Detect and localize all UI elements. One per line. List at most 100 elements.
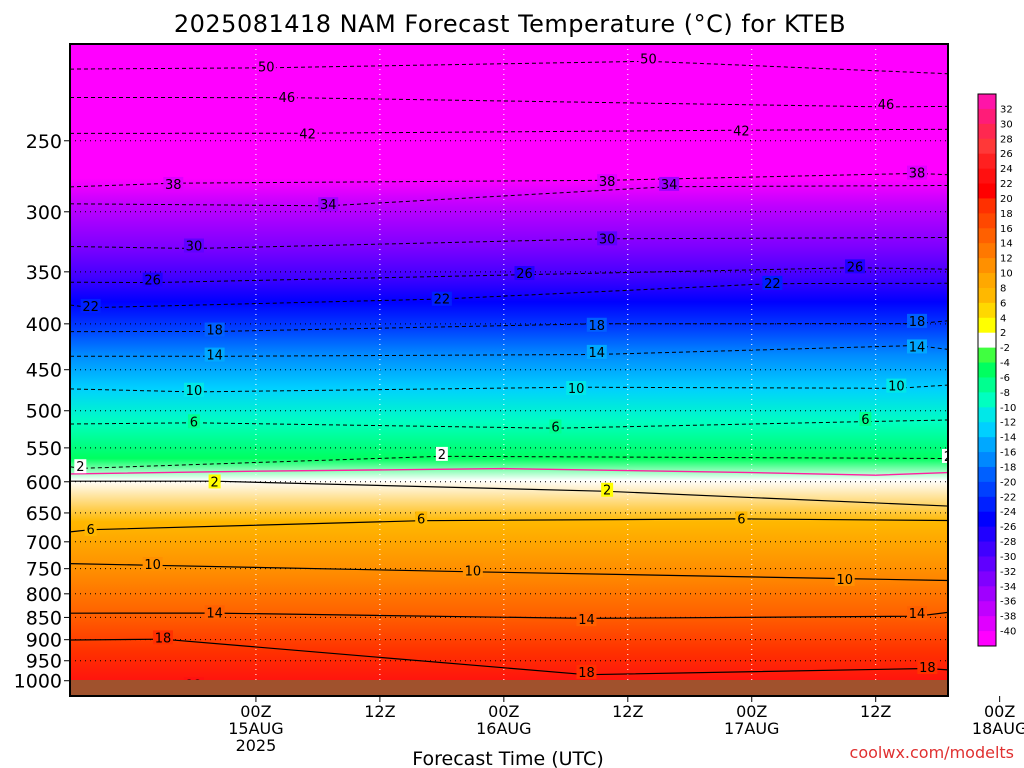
- contour-label: 30: [186, 240, 203, 255]
- credit-text: coolwx.com/modelts: [850, 743, 1014, 762]
- contour-label-bg: [834, 571, 855, 586]
- colorbar-tick-label: -28: [1000, 537, 1016, 548]
- contour-label: 26: [144, 274, 161, 289]
- colorbar-tick-label: -38: [1000, 612, 1016, 623]
- y-tick-label: 400: [26, 314, 62, 336]
- contour-label: 14: [206, 349, 223, 364]
- isotherm-line: [70, 97, 948, 108]
- colorbar-frame: [977, 93, 997, 647]
- x-tick-label: 00Z: [736, 702, 767, 721]
- colorbar-swatch: [978, 392, 996, 408]
- colorbar-swatch: [978, 481, 996, 498]
- contour-label-bg: [659, 176, 680, 191]
- contour-label-bg: [187, 414, 200, 429]
- contour-label-bg: [907, 339, 928, 354]
- contour-label: 2: [438, 448, 446, 463]
- colorbar-tick-label: 18: [1000, 209, 1013, 220]
- freezing-line: [70, 467, 948, 476]
- colorbar-swatch: [978, 422, 996, 438]
- x-tick-label: 18AUG: [972, 719, 1024, 738]
- contour-label-bg: [74, 459, 87, 474]
- colorbar-swatch: [978, 198, 996, 214]
- contour-label: 6: [417, 512, 425, 527]
- contour-label: 14: [589, 346, 606, 361]
- x-tick-label: 16AUG: [476, 719, 531, 738]
- x-tick-label: 12Z: [364, 702, 395, 721]
- contour-label: 42: [299, 127, 316, 142]
- colorbar-tick-label: -26: [1000, 522, 1016, 533]
- contour-label-bg: [204, 322, 225, 337]
- colorbar-swatch: [978, 273, 996, 289]
- contour-label: 18: [589, 319, 606, 334]
- contour-label-bg: [80, 298, 101, 313]
- colorbar-tick-label: 22: [1000, 179, 1013, 190]
- y-tick-label: 550: [26, 438, 62, 460]
- contour-label: 46: [878, 98, 895, 113]
- contour-label-bg: [163, 176, 184, 191]
- contour-label: 14: [909, 340, 926, 355]
- colorbar-swatch: [978, 526, 996, 543]
- colorbar-swatch: [978, 183, 996, 199]
- contour-label: 30: [599, 232, 616, 247]
- contour-label-bg: [183, 382, 204, 397]
- colorbar-swatch: [978, 377, 996, 393]
- contour-label-bg: [431, 291, 452, 306]
- contour-label: 18: [909, 315, 926, 330]
- colorbar-tick-label: 10: [1000, 269, 1013, 280]
- contour-label-bg: [907, 165, 928, 180]
- colorbar-tick-label: 14: [1000, 239, 1013, 250]
- x-tick-label: 00Z: [984, 702, 1015, 721]
- y-tick-label: 800: [26, 584, 62, 606]
- contour-label-bg: [942, 448, 948, 463]
- contour-label-bg: [462, 563, 483, 578]
- colorbar-swatch: [978, 452, 996, 468]
- colorbar-tick-label: -12: [1000, 418, 1016, 429]
- colorbar-tick-label: 24: [1000, 164, 1013, 175]
- colorbar-tick-label: 26: [1000, 149, 1013, 160]
- contour-label-bg: [142, 557, 163, 572]
- colorbar-tick-label: 30: [1000, 119, 1013, 130]
- contour-label: 10: [836, 573, 853, 588]
- colorbar-tick-label: -20: [1000, 477, 1016, 488]
- y-tick-label: 350: [26, 262, 62, 284]
- colorbar-swatch: [978, 94, 996, 110]
- colorbar-swatch: [978, 586, 996, 602]
- colorbar-tick-label: -32: [1000, 567, 1016, 578]
- colorbar-tick-label: -10: [1000, 403, 1016, 414]
- contour-label: 10: [888, 380, 905, 395]
- colorbar-swatch: [978, 362, 996, 378]
- contour-label-bg: [597, 231, 618, 246]
- y-tick-label: 500: [26, 401, 62, 423]
- y-tick-label: 600: [26, 472, 62, 494]
- contour-label-bg: [638, 51, 659, 66]
- colorbar-legend: 32 30 28 26 24 22 20 18 16 14 12 10 8 6 4 2 -2 -4 -6 -8 -10 -…: [977, 93, 1016, 647]
- colorbar-tick-label: -8: [1000, 388, 1010, 399]
- colorbar-tick-label: -34: [1000, 582, 1016, 593]
- temperature-field: [70, 44, 948, 696]
- colorbar-swatch: [978, 437, 996, 453]
- contour-label-bg: [576, 664, 597, 679]
- y-tick-label: 1000: [14, 671, 62, 693]
- y-tick-label: 900: [26, 630, 62, 652]
- colorbar-tick-label: -2: [1000, 343, 1010, 354]
- contour-label-bg: [576, 612, 597, 627]
- contour-label: 18: [206, 324, 223, 339]
- y-tick-label: 250: [26, 131, 62, 153]
- colorbar-tick-label: -36: [1000, 597, 1016, 608]
- contour-label-bg: [586, 317, 607, 332]
- colorbar-swatch: [978, 511, 996, 528]
- contour-label-bg: [318, 197, 339, 212]
- contour-label: 34: [320, 198, 337, 213]
- contour-label: 50: [258, 60, 275, 75]
- colorbar-tick-label: 2: [1000, 328, 1006, 339]
- contour-label: 50: [1002, 68, 1019, 83]
- contour-label-bg: [762, 275, 783, 290]
- contour-label-bg: [907, 606, 928, 621]
- colorbar-swatch: [978, 287, 996, 304]
- isotherm-line: [70, 237, 948, 250]
- ground-surface: [70, 680, 948, 696]
- colorbar-swatch: [978, 541, 996, 557]
- contour-label-bg: [735, 511, 748, 526]
- contour-label-bg: [183, 238, 204, 253]
